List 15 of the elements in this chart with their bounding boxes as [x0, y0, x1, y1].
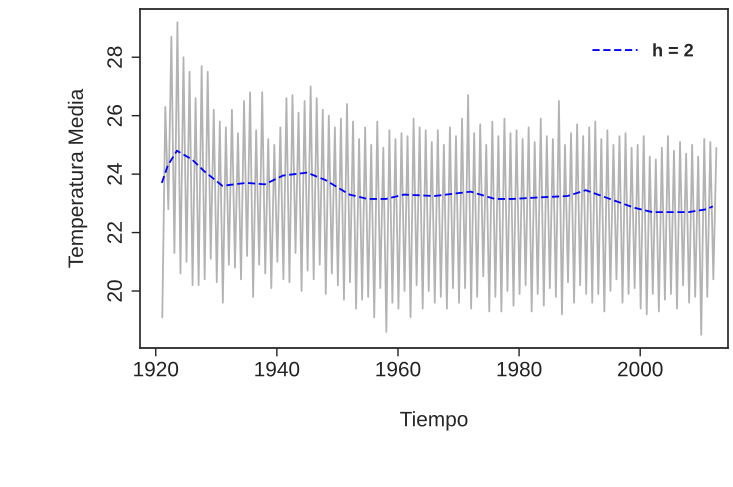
- x-tick-label: 2000: [618, 362, 663, 376]
- x-tick-label: 1940: [255, 362, 300, 376]
- line-series: [160, 150, 714, 214]
- x-axis-title: Tiempo: [400, 411, 468, 431]
- y-tick-label: 24: [107, 163, 122, 185]
- line-series: [161, 21, 718, 336]
- x-tick-label: 1920: [134, 362, 178, 376]
- y-tick-label: 20: [107, 280, 122, 302]
- y-tick-label: 22: [107, 222, 122, 244]
- y-axis-title: Temperatura Media: [68, 88, 88, 268]
- x-tick-label: 1980: [498, 362, 542, 376]
- x-tick-label: 1960: [376, 362, 420, 376]
- y-tick-label: 28: [107, 46, 122, 68]
- legend-label: h = 2: [653, 43, 693, 56]
- y-tick-label: 26: [107, 104, 122, 126]
